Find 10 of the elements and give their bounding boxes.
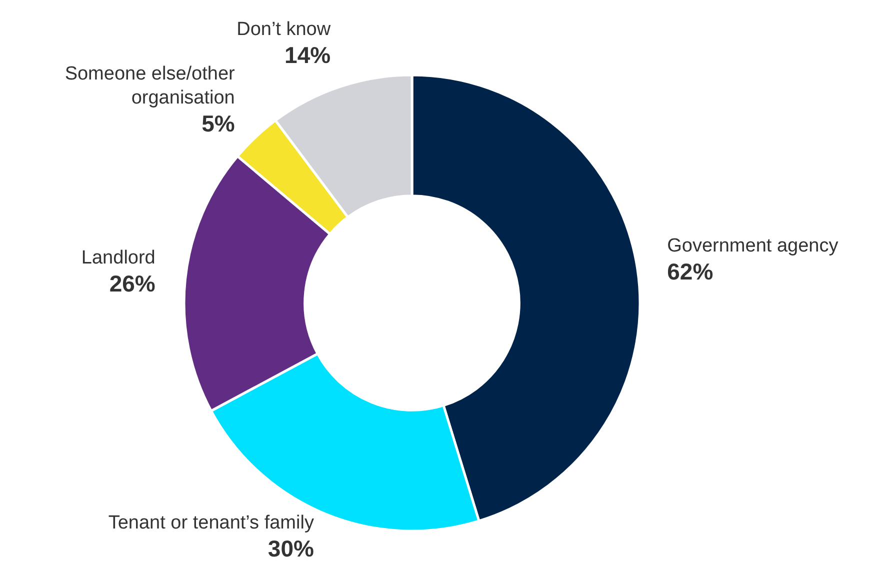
data-label: 62% xyxy=(667,258,714,285)
data-label: 26% xyxy=(109,270,156,296)
slice-label: Landlord xyxy=(81,247,156,268)
slice-label: Government agency xyxy=(667,236,839,257)
data-label: 14% xyxy=(284,42,331,68)
slice-label: Someone else/other organisation xyxy=(64,63,236,108)
data-label: 5% xyxy=(202,110,235,136)
data-label: 30% xyxy=(268,536,314,562)
slice-label: Tenant or tenant’s family xyxy=(108,512,314,534)
slice-label: Don’t know xyxy=(236,19,331,40)
